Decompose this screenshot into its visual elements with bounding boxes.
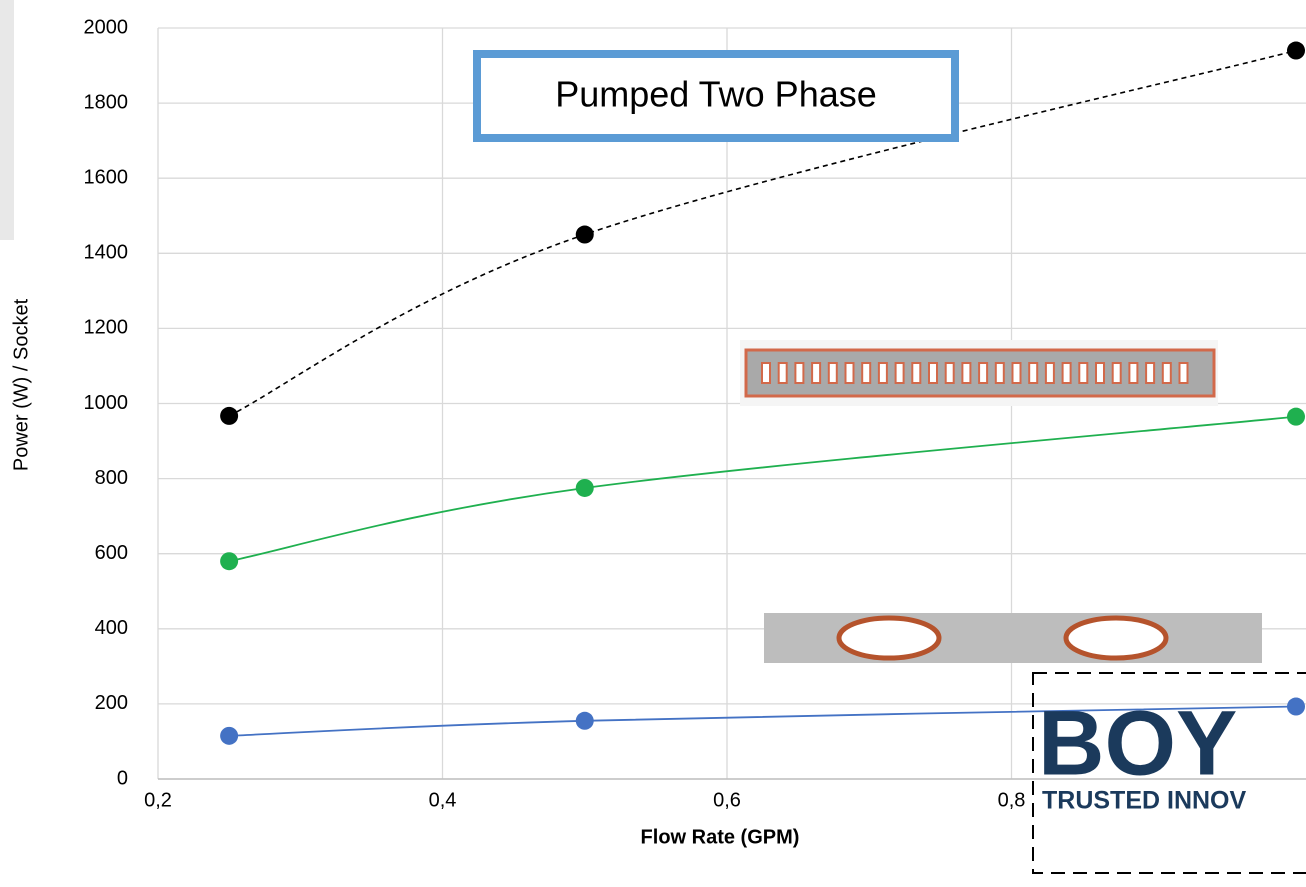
logo-name: BOY	[1038, 692, 1237, 794]
data-point	[1287, 408, 1305, 426]
y-tick-label: 1600	[84, 166, 129, 188]
y-axis-title: Power (W) / Socket	[10, 298, 32, 471]
x-axis-title: Flow Rate (GPM)	[641, 826, 800, 848]
data-point	[220, 407, 238, 425]
y-tick-label: 1200	[84, 317, 129, 339]
y-tick-label: 800	[95, 467, 128, 489]
y-tick-label: 600	[95, 542, 128, 564]
annotation: Pumped Two Phase	[555, 74, 877, 115]
y-tick-label: 0	[117, 767, 128, 789]
y-tick-label: 400	[95, 617, 128, 639]
logo-tagline: TRUSTED INNOV	[1042, 787, 1247, 815]
data-point	[576, 479, 594, 497]
data-point	[576, 226, 594, 244]
data-point	[576, 712, 594, 730]
x-tick-label: 0,6	[713, 789, 741, 811]
data-point	[1287, 698, 1305, 716]
edge-image	[0, 0, 14, 240]
data-point	[1287, 42, 1305, 60]
data-point	[220, 552, 238, 570]
x-tick-label: 0,2	[144, 789, 172, 811]
y-tick-label: 1400	[84, 242, 129, 264]
chart: Pumped Two Phase BOY TRUSTED INNOV Flow …	[0, 0, 1306, 887]
y-tick-label: 200	[95, 692, 128, 714]
decoration-fin-array	[740, 340, 1218, 406]
x-tick-label: 0,4	[429, 789, 457, 811]
y-tick-label: 1800	[84, 91, 129, 113]
y-tick-label: 2000	[84, 16, 129, 38]
y-tick-label: 1000	[84, 392, 129, 414]
x-tick-label: 0,8	[998, 789, 1026, 811]
data-point	[220, 727, 238, 745]
page: Pumped Two Phase BOY TRUSTED INNOV Flow …	[0, 0, 1306, 887]
decoration-tube	[764, 613, 1262, 663]
